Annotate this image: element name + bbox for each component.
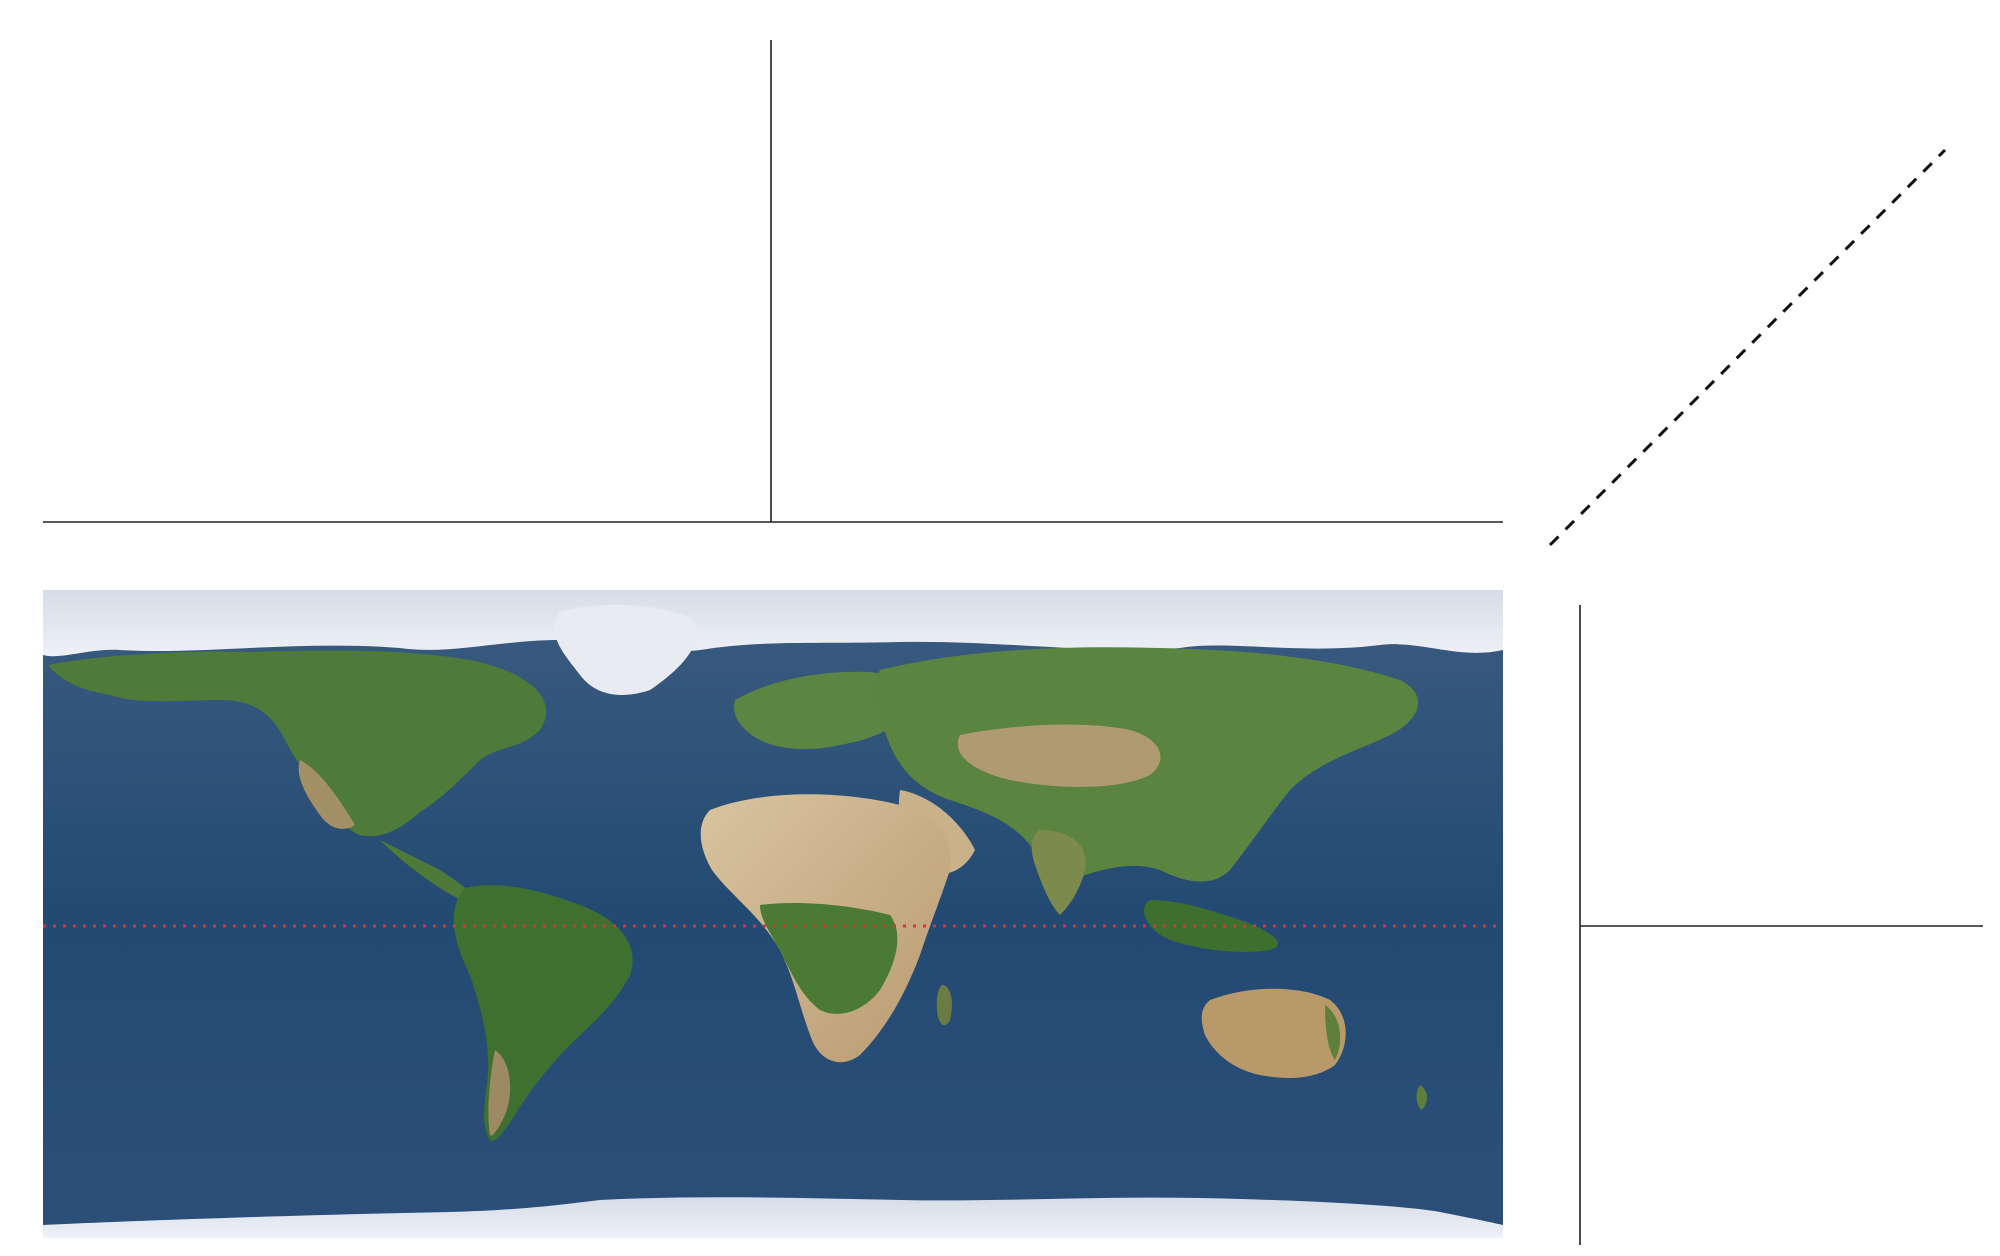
europe	[734, 671, 913, 750]
greenland	[554, 604, 697, 695]
world-map	[43, 590, 1503, 1238]
north-america	[48, 650, 547, 837]
australia-coast	[1325, 1005, 1341, 1060]
latitude-population-chart	[1579, 605, 1983, 1245]
new-zealand	[1416, 1085, 1428, 1110]
north-america-arid	[298, 760, 355, 829]
southeast-asia	[1143, 900, 1279, 952]
central-asia-arid	[957, 724, 1161, 787]
australia	[1201, 988, 1346, 1078]
india	[1031, 830, 1086, 915]
central-america	[380, 840, 478, 902]
diagonal-divider	[1548, 148, 1947, 547]
africa-central-forest	[760, 903, 898, 1014]
south-america-south	[488, 1050, 511, 1136]
longitude-population-chart	[43, 40, 1503, 523]
arctic-ice	[43, 590, 1503, 657]
antarctica	[43, 1197, 1503, 1238]
madagascar	[936, 985, 953, 1026]
